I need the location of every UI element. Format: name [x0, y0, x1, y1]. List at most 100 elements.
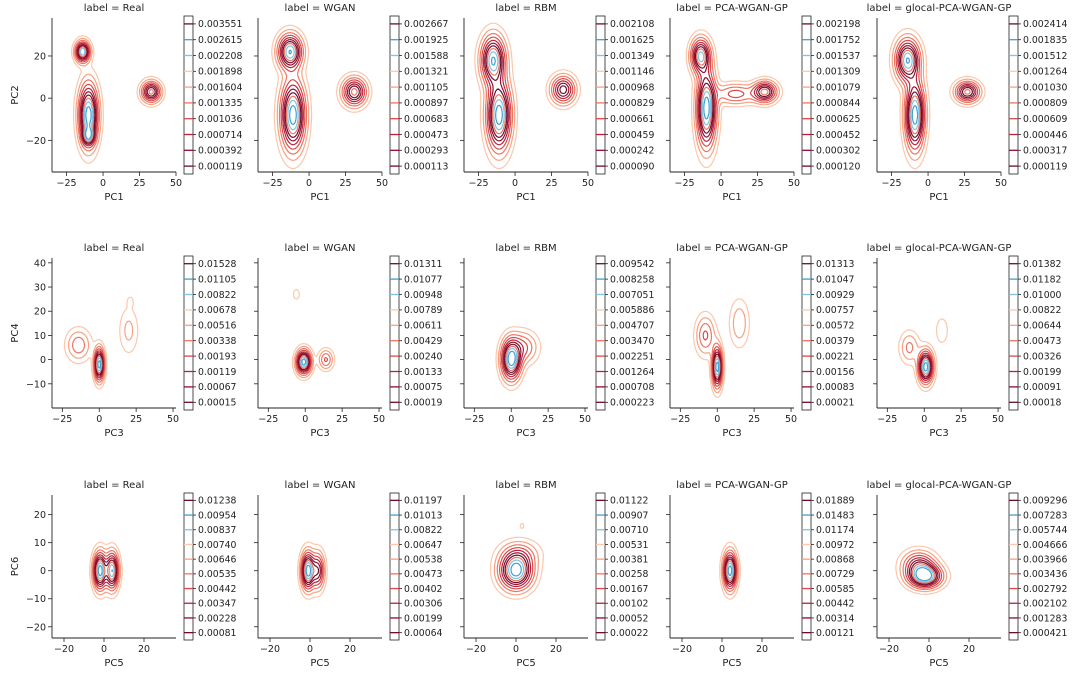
colorbar-label: 0.002208	[198, 51, 242, 62]
colorbar: 0.01311 0.01077 0.00948 0.00789 0.00611 0.004…	[389, 255, 443, 411]
colorbar-label: 0.001105	[404, 82, 448, 93]
contour-level-9	[726, 562, 734, 580]
x-tick-label: 20	[550, 644, 562, 655]
colorbar-frame	[801, 15, 812, 175]
contour-level-9	[697, 51, 712, 126]
contour-lines	[474, 22, 581, 170]
contour-level-3	[689, 36, 778, 153]
contour-level-2	[899, 549, 948, 593]
colorbar-label: 0.001146	[610, 67, 654, 78]
contour-level-2	[493, 540, 539, 596]
contour-level-10	[288, 49, 297, 126]
x-tick-label: 25	[955, 414, 967, 425]
colorbar-label: 0.00015	[198, 398, 237, 409]
contour-level-3	[74, 39, 162, 152]
y-tick-label: 10	[34, 331, 46, 342]
colorbar-label: 0.00538	[404, 554, 443, 565]
contour-level-7	[303, 558, 320, 584]
panel-2-5: label = glocal-PCA-WGAN-GP −25 0 25 50 PC3 0.0…	[867, 243, 1062, 439]
x-tick-label: 0	[513, 644, 519, 655]
contour-level-3	[91, 549, 120, 593]
x-tick-label: 50	[579, 414, 591, 425]
colorbar-label: 0.00954	[198, 510, 237, 521]
y-tick-label: −10	[26, 379, 46, 390]
x-tick-label: 25	[751, 178, 763, 189]
y-axis-label: PC2	[10, 85, 21, 104]
contour-level-8	[95, 560, 116, 582]
panel-2-4: label = PCA-WGAN-GP−25 0 25 50PC30.013130.0…	[666, 243, 855, 439]
colorbar-label: 0.01174	[816, 525, 855, 536]
contour-level-7	[725, 558, 735, 584]
x-axis-label: PC1	[516, 192, 535, 203]
contour-level-7	[900, 47, 973, 138]
colorbar-label: 0.000968	[610, 82, 654, 93]
panel-title: label = PCA-WGAN-GP	[676, 480, 787, 491]
contour-level-9	[96, 357, 102, 372]
contour-level-10	[727, 565, 733, 577]
colorbar-frame	[183, 492, 194, 641]
colorbar-frame	[389, 492, 400, 641]
colorbar-label: 0.00052	[610, 613, 648, 624]
colorbar: 0.01122 0.00907 0.00710 0.00531 0.00381 0.002…	[595, 492, 649, 641]
colorbar-label: 0.000661	[610, 114, 654, 125]
contour-level-8	[506, 556, 526, 582]
x-axis-label: PC3	[310, 428, 329, 439]
contour-level-5	[897, 42, 977, 146]
x-tick-label: 0	[302, 414, 308, 425]
contour-level-4	[691, 39, 776, 147]
colorbar-frame	[1008, 255, 1019, 411]
contour-level-10	[507, 350, 516, 367]
contour-level-1	[271, 24, 373, 170]
x-tick-label: 50	[373, 414, 385, 425]
x-tick-label: 0	[921, 414, 927, 425]
contour-level-1	[719, 541, 741, 600]
colorbar-label: 0.000625	[816, 114, 860, 125]
colorbar: 0.01528 0.01105 0.00822 0.00678 0.00516 0.003…	[183, 255, 237, 411]
contour-level-8	[96, 355, 103, 374]
colorbar-frame	[389, 15, 400, 175]
colorbar-label: 0.01182	[1023, 274, 1061, 285]
panel-2-1: label = Real −25 0 25 50 −10 0 10 20 30 40 PC3 PC4 0.…	[10, 243, 237, 439]
contour-level-1	[489, 522, 544, 600]
contour-level-4	[481, 36, 574, 150]
panel-title: label = RBM	[495, 480, 556, 491]
contour-lines	[693, 298, 750, 399]
x-tick-label: 20	[756, 644, 768, 655]
colorbar-frame	[801, 492, 812, 641]
colorbar-label: 0.002108	[610, 19, 654, 30]
contour-level-10	[923, 362, 929, 372]
contour-level-6	[724, 556, 736, 586]
contour-level-9	[96, 562, 115, 580]
contour-level-2	[891, 33, 983, 161]
x-tick-label: 50	[582, 178, 594, 189]
colorbar: 0.002198 0.001752 0.001537 0.001309 0.001079…	[801, 15, 860, 175]
colorbar-label: 0.00326	[1023, 351, 1062, 362]
colorbar-label: 0.000809	[1023, 98, 1067, 109]
colorbar-label: 0.00948	[404, 290, 443, 301]
contour-lines	[297, 541, 328, 600]
contour-level-2	[720, 546, 740, 596]
contour-level-8	[696, 48, 769, 130]
contour-level-9	[300, 356, 308, 368]
contour-level-10	[715, 361, 719, 373]
panel-title: label = WGAN	[285, 3, 356, 14]
contour-level-9	[304, 562, 313, 580]
x-tick-label: −25	[258, 414, 278, 425]
contour-level-9	[285, 45, 299, 131]
contour-level-6	[281, 39, 362, 142]
contour-level-1	[888, 27, 986, 170]
colorbar-label: 0.01483	[816, 510, 855, 521]
colorbar-label: 0.000119	[1023, 161, 1067, 172]
colorbar-label: 0.004707	[610, 321, 654, 332]
panel-1-5: label = glocal-PCA-WGAN-GP −25 0 25 50 PC1 0.0…	[867, 3, 1068, 203]
colorbar-label: 0.01077	[404, 274, 443, 285]
contour-level-7	[504, 343, 520, 374]
panel-3-5: label = glocal-PCA-WGAN-GP −20 0 20 PC5 0.009…	[867, 480, 1068, 669]
colorbar-label: 0.003436	[1023, 569, 1067, 580]
contour-level-9	[508, 559, 525, 580]
contour-level-5	[296, 351, 311, 373]
panel-2-3: label = RBM−25 0 25 50PC30.0095420.0082580.…	[460, 243, 654, 439]
contour-level-8	[299, 355, 309, 370]
colorbar-label: 0.000223	[610, 398, 654, 409]
